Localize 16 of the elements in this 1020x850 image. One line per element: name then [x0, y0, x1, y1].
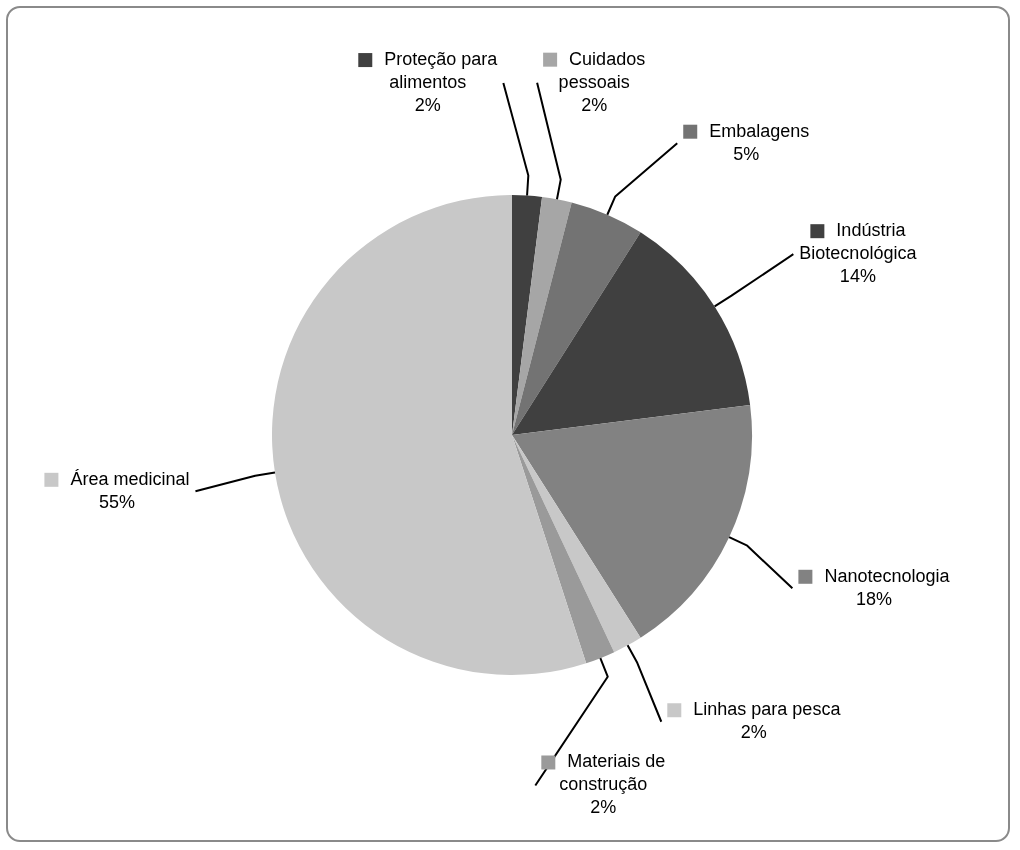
data-label: 2%	[590, 797, 617, 818]
legend-label: Nanotecnologia	[824, 565, 951, 586]
data-label: 5%	[733, 143, 760, 164]
legend-label: Materiais de construção	[559, 751, 666, 795]
legend-label: Indústria Biotecnológica	[799, 220, 918, 264]
data-label: 18%	[855, 588, 892, 609]
data-label: 2%	[414, 95, 441, 116]
legend-label: Área medicinal	[70, 468, 190, 489]
data-label: 14%	[839, 266, 876, 287]
legend-label: Embalagens	[709, 120, 810, 141]
legend-label: Proteção para alimentos	[384, 49, 499, 93]
data-label: 2%	[581, 94, 608, 115]
legend-label: Cuidados pessoais	[558, 48, 646, 92]
legend-label: Linhas para pesca	[693, 699, 842, 720]
data-label: 2%	[740, 722, 767, 743]
data-label: 55%	[98, 491, 135, 512]
